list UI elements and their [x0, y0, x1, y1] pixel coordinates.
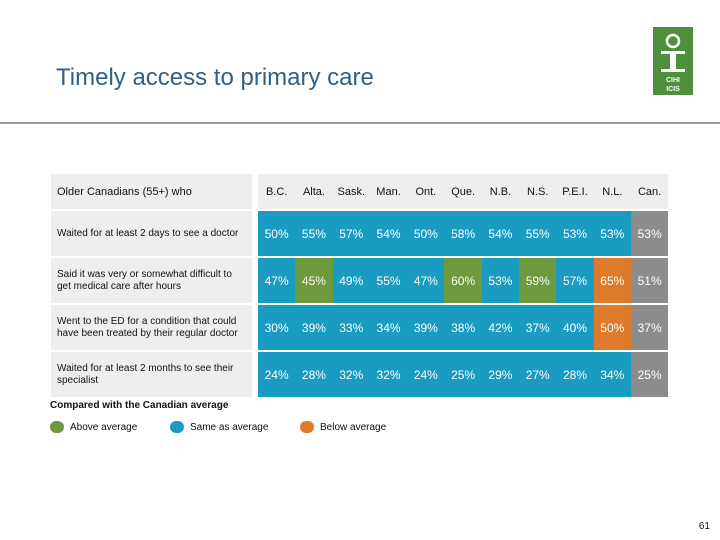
value-cell: 32% — [332, 352, 370, 397]
value-cell: 34% — [369, 305, 408, 350]
legend-above-label: Above average — [70, 421, 138, 433]
col-que: Que. — [444, 174, 482, 209]
value-cell: 39% — [295, 305, 333, 350]
value-cell: 55% — [295, 211, 333, 256]
col-sask: Sask. — [332, 174, 370, 209]
value-cell: 53% — [630, 211, 669, 256]
value-cell: 54% — [369, 211, 408, 256]
value-cell: 24% — [407, 352, 445, 397]
value-cell: 60% — [444, 258, 482, 303]
value-cell: 49% — [332, 258, 370, 303]
value-cell: 53% — [556, 211, 594, 256]
above-average-swatch — [50, 421, 64, 433]
value-cell: 34% — [593, 352, 631, 397]
value-cell: 28% — [556, 352, 594, 397]
value-cell: 40% — [556, 305, 594, 350]
value-cell: 30% — [258, 305, 296, 350]
legend-above: Above average — [50, 421, 137, 433]
value-cell: 55% — [369, 258, 408, 303]
col-bc: B.C. — [258, 174, 296, 209]
row-label: Said it was very or somewhat difficult t… — [51, 258, 252, 303]
value-cell: 47% — [258, 258, 296, 303]
value-cell: 54% — [481, 211, 520, 256]
slide-title: Timely access to primary care — [56, 64, 374, 91]
col-pei: P.E.I. — [556, 174, 594, 209]
table-row: Said it was very or somewhat difficult t… — [51, 258, 669, 303]
legend-title: Compared with the Canadian average — [50, 400, 229, 411]
col-nb: N.B. — [481, 174, 520, 209]
row-label: Went to the ED for a condition that coul… — [51, 305, 252, 350]
table-row: Waited for at least 2 months to see thei… — [51, 352, 669, 397]
value-cell: 53% — [593, 211, 631, 256]
legend-same: Same as average — [170, 421, 268, 433]
value-cell: 53% — [481, 258, 520, 303]
col-nl: N.L. — [593, 174, 631, 209]
logo-text-2: ICIS — [666, 86, 680, 93]
legend-below-label: Below average — [320, 421, 387, 433]
legend-below: Below average — [300, 421, 386, 433]
value-cell: 37% — [630, 305, 669, 350]
col-ns: N.S. — [519, 174, 557, 209]
value-cell: 50% — [407, 211, 445, 256]
value-cell: 28% — [295, 352, 333, 397]
col-alta: Alta. — [295, 174, 333, 209]
value-cell: 47% — [407, 258, 445, 303]
table-header-row: Older Canadians (55+) who B.C. Alta. Sas… — [51, 174, 669, 209]
value-cell: 65% — [593, 258, 631, 303]
page-number: 61 — [698, 521, 710, 532]
header-label: Older Canadians (55+) who — [51, 174, 252, 209]
value-cell: 55% — [519, 211, 557, 256]
value-cell: 38% — [444, 305, 482, 350]
value-cell: 45% — [295, 258, 333, 303]
access-table: Older Canadians (55+) who B.C. Alta. Sas… — [51, 174, 669, 397]
value-cell: 39% — [407, 305, 445, 350]
value-cell: 32% — [369, 352, 408, 397]
value-cell: 57% — [332, 211, 370, 256]
row-label: Waited for at least 2 months to see thei… — [51, 352, 252, 397]
col-can: Can. — [630, 174, 669, 209]
value-cell: 25% — [630, 352, 669, 397]
value-cell: 37% — [519, 305, 557, 350]
value-cell: 51% — [630, 258, 669, 303]
value-cell: 57% — [556, 258, 594, 303]
value-cell: 42% — [481, 305, 520, 350]
value-cell: 27% — [519, 352, 557, 397]
col-ont: Ont. — [407, 174, 445, 209]
logo-text-1: CIHI — [666, 77, 680, 84]
value-cell: 24% — [258, 352, 296, 397]
value-cell: 25% — [444, 352, 482, 397]
title-divider — [0, 122, 720, 124]
table-row: Waited for at least 2 days to see a doct… — [51, 211, 669, 256]
value-cell: 29% — [481, 352, 520, 397]
table-row: Went to the ED for a condition that coul… — [51, 305, 669, 350]
value-cell: 50% — [593, 305, 631, 350]
value-cell: 58% — [444, 211, 482, 256]
value-cell: 59% — [519, 258, 557, 303]
cihi-logo: CIHI ICIS — [653, 27, 693, 95]
col-man: Man. — [369, 174, 408, 209]
value-cell: 33% — [332, 305, 370, 350]
value-cell: 50% — [258, 211, 296, 256]
same-average-swatch — [170, 421, 184, 433]
row-label: Waited for at least 2 days to see a doct… — [51, 211, 252, 256]
legend-same-label: Same as average — [190, 421, 269, 433]
below-average-swatch — [300, 421, 314, 433]
